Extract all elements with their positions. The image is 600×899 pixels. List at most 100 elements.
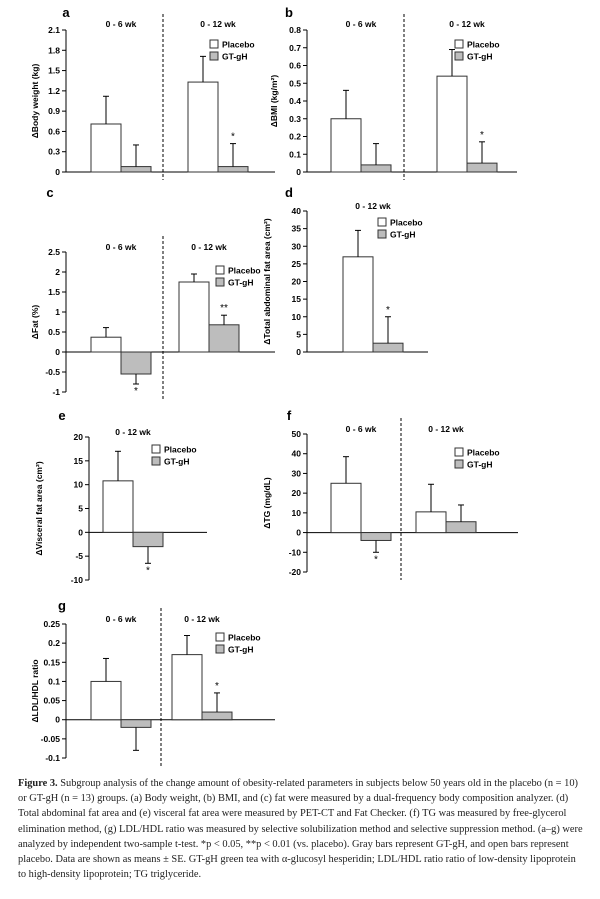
y-tick-label-a: 1.8 bbox=[48, 45, 60, 55]
legend-label-a: Placebo bbox=[222, 40, 255, 50]
y-tick-label-a: 0.9 bbox=[48, 106, 60, 116]
legend-swatch-e bbox=[151, 456, 161, 466]
chart-panel-f: f -20 -10 0 10 20 30 40 50 ΔTG (mg/dL) 0 - 6 wk 0 -… bbox=[262, 408, 518, 580]
y-tick-label-e: 0 bbox=[78, 527, 83, 537]
y-tick-label-c: -0.5 bbox=[45, 367, 60, 377]
y-tick-label-g: 0 bbox=[55, 715, 60, 725]
group-label-f: 0 - 6 wk bbox=[346, 424, 377, 434]
group-label-c: 0 - 12 wk bbox=[191, 242, 227, 252]
y-tick-label-b: 0.7 bbox=[289, 43, 301, 53]
y-tick-label-g: -0.1 bbox=[45, 753, 60, 763]
bar-gtgh-d bbox=[372, 342, 404, 353]
y-tick-label-f: -10 bbox=[289, 547, 302, 557]
bar-placebo-d bbox=[342, 256, 374, 353]
panel-label-d: d bbox=[285, 185, 293, 200]
y-tick-label-e: 10 bbox=[74, 480, 84, 490]
y-axis-title-b: ΔBMI (kg/m²) bbox=[269, 75, 279, 128]
y-tick-label-b: 0.8 bbox=[289, 25, 301, 35]
bar-placebo-f bbox=[415, 511, 447, 534]
bar-gtgh-g bbox=[120, 719, 152, 728]
y-tick-label-b: 0.2 bbox=[289, 132, 301, 142]
legend-swatch-c bbox=[215, 265, 225, 275]
y-tick-label-d: 30 bbox=[292, 241, 302, 251]
legend-swatch-c bbox=[215, 277, 225, 287]
y-tick-label-d: 20 bbox=[292, 277, 302, 287]
y-tick-label-f: 50 bbox=[292, 429, 302, 439]
y-tick-label-f: 10 bbox=[292, 508, 302, 518]
caption-lead: Figure 3. bbox=[18, 778, 58, 789]
bar-gtgh-b bbox=[466, 162, 498, 173]
chart-panel-e: e -10 -5 0 5 10 15 20 ΔVisceral fat area (cm²) 0 … bbox=[34, 408, 207, 585]
y-tick-label-b: 0.1 bbox=[289, 149, 301, 159]
chart-panel-b: b 0 0.1 0.2 0.3 0.4 0.5 0.6 0.7 0.8 ΔBMI (kg/m²) 0 … bbox=[269, 5, 517, 180]
bar-placebo-a bbox=[90, 123, 122, 173]
y-axis-title-g: ΔLDL/HDL ratio bbox=[30, 659, 40, 722]
legend-swatch-d bbox=[377, 217, 387, 227]
y-tick-label-a: 0.3 bbox=[48, 147, 60, 157]
group-label-b: 0 - 6 wk bbox=[346, 19, 377, 29]
legend-label-d: GT-gH bbox=[390, 230, 416, 240]
bar-placebo-b bbox=[436, 75, 468, 173]
y-tick-label-b: 0.6 bbox=[289, 61, 301, 71]
y-tick-label-a: 2.1 bbox=[48, 25, 60, 35]
y-tick-label-g: 0.2 bbox=[48, 638, 60, 648]
y-axis-title-f: ΔTG (mg/dL) bbox=[262, 477, 272, 529]
legend-label-a: GT-gH bbox=[222, 52, 248, 62]
chart-panel-c: c -1 -0.5 0 0.5 1 1.5 2 2.5 ΔFat (%) 0 - 6 wk 0 - 1… bbox=[30, 185, 275, 400]
legend-label-g: GT-gH bbox=[228, 645, 254, 655]
chart-panel-d: d 0 5 10 15 20 25 30 35 40 ΔTotal abdominal fat ar… bbox=[262, 185, 428, 357]
y-tick-label-f: -20 bbox=[289, 567, 302, 577]
legend-label-b: GT-gH bbox=[467, 52, 493, 62]
legend-label-c: Placebo bbox=[228, 266, 261, 276]
y-axis-title-a: ΔBody weight (kg) bbox=[30, 64, 40, 139]
legend-swatch-e bbox=[151, 444, 161, 454]
legend-swatch-d bbox=[377, 229, 387, 239]
y-tick-label-d: 5 bbox=[296, 329, 301, 339]
legend-label-d: Placebo bbox=[390, 218, 423, 228]
legend-swatch-a bbox=[209, 39, 219, 49]
legend-swatch-g bbox=[215, 644, 225, 654]
bar-gtgh-e bbox=[132, 531, 164, 548]
panel-label-g: g bbox=[58, 598, 66, 613]
y-tick-label-d: 0 bbox=[296, 347, 301, 357]
legend-swatch-f bbox=[454, 459, 464, 469]
significance-marker-f: * bbox=[374, 554, 378, 565]
group-label-c: 0 - 6 wk bbox=[106, 242, 137, 252]
chart-panel-g: g -0.1 -0.05 0 0.05 0.1 0.15 0.2 0.25 ΔLDL/HDL ra… bbox=[30, 598, 275, 766]
y-tick-label-c: 0 bbox=[55, 347, 60, 357]
group-label-a: 0 - 12 wk bbox=[200, 19, 236, 29]
y-tick-label-f: 30 bbox=[292, 468, 302, 478]
group-label-g: 0 - 6 wk bbox=[106, 614, 137, 624]
y-tick-label-f: 0 bbox=[296, 528, 301, 538]
legend-label-c: GT-gH bbox=[228, 278, 254, 288]
bar-placebo-b bbox=[330, 118, 362, 173]
y-tick-label-a: 0.6 bbox=[48, 126, 60, 136]
significance-marker-a: * bbox=[231, 132, 235, 143]
y-tick-label-e: 20 bbox=[74, 432, 84, 442]
bar-placebo-e bbox=[102, 480, 134, 533]
y-tick-label-b: 0.3 bbox=[289, 114, 301, 124]
group-label-f: 0 - 12 wk bbox=[428, 424, 464, 434]
significance-marker-e: * bbox=[146, 565, 150, 576]
panel-label-f: f bbox=[287, 408, 292, 423]
bar-gtgh-a bbox=[120, 166, 152, 173]
y-tick-label-e: -5 bbox=[75, 551, 83, 561]
y-tick-label-b: 0.4 bbox=[289, 96, 301, 106]
group-label-e: 0 - 12 wk bbox=[115, 427, 151, 437]
y-tick-label-c: 0.5 bbox=[48, 327, 60, 337]
y-tick-label-c: 1 bbox=[55, 307, 60, 317]
bar-placebo-c bbox=[90, 336, 122, 353]
y-tick-label-d: 25 bbox=[292, 259, 302, 269]
y-tick-label-b: 0 bbox=[296, 167, 301, 177]
legend-label-f: Placebo bbox=[467, 448, 500, 458]
significance-marker-d: * bbox=[386, 305, 390, 316]
group-label-g: 0 - 12 wk bbox=[184, 614, 220, 624]
legend-swatch-a bbox=[209, 51, 219, 61]
y-axis-title-e: ΔVisceral fat area (cm²) bbox=[34, 461, 44, 555]
y-tick-label-g: 0.1 bbox=[48, 676, 60, 686]
y-tick-label-c: -1 bbox=[52, 387, 60, 397]
y-tick-label-d: 35 bbox=[292, 224, 302, 234]
group-label-a: 0 - 6 wk bbox=[106, 19, 137, 29]
chart-panel-a: a 0 0.3 0.6 0.9 1.2 1.5 1.8 2.1 ΔBody weight (kg)… bbox=[30, 5, 275, 180]
legend-swatch-g bbox=[215, 632, 225, 642]
